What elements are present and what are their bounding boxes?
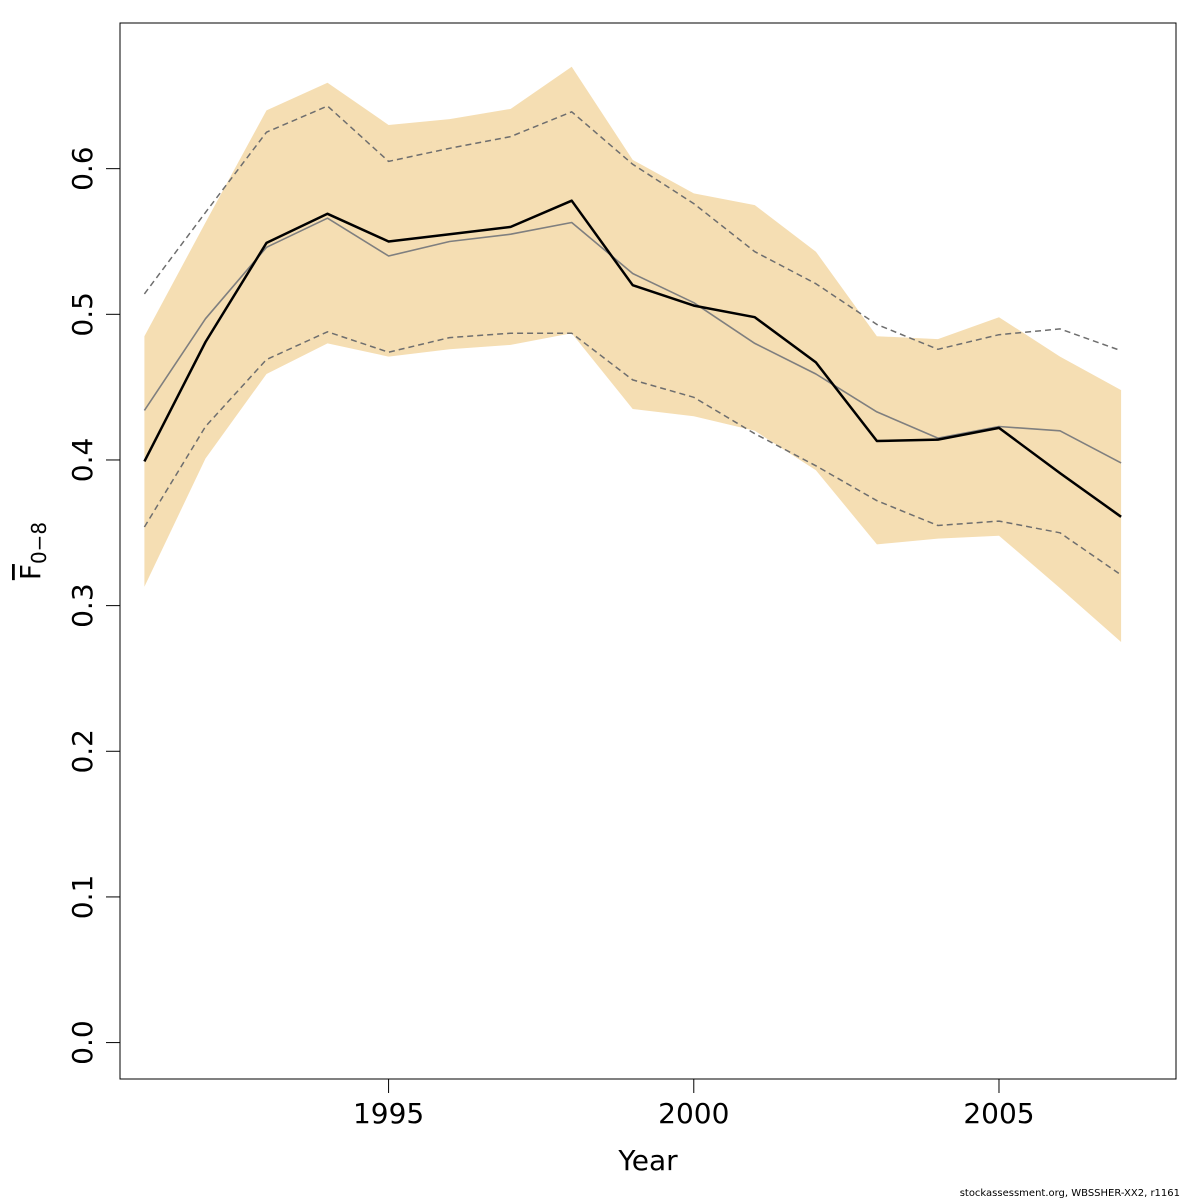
y-tick-label: 0.3 xyxy=(66,583,99,628)
x-tick-label: 2005 xyxy=(963,1097,1034,1130)
footer-credit: stockassessment.org, WBSSHER-XX2, r1161 xyxy=(960,1188,1180,1199)
confidence-band-layer xyxy=(144,66,1122,642)
x-tick-label: 1995 xyxy=(353,1097,424,1130)
y-axis: 0.0 0.1 0.2 0.3 0.4 0.5 0.6 xyxy=(66,146,121,1065)
x-axis: 1995 2000 2005 xyxy=(353,1078,1035,1130)
y-tick-label: 0.6 xyxy=(66,146,99,191)
series-line-dashed-upper xyxy=(143,105,1122,352)
series-line-estimate xyxy=(143,199,1122,518)
y-tick-label: 0.2 xyxy=(66,729,99,774)
svg-text:F0−8: F0−8 xyxy=(14,522,51,580)
series-line-dashed-lower xyxy=(143,331,1122,576)
series-line-grey xyxy=(143,217,1122,464)
y-tick-label: 0.0 xyxy=(66,1020,99,1065)
series-layer xyxy=(143,105,1122,576)
confidence-band xyxy=(144,66,1122,642)
y-tick-label: 0.5 xyxy=(66,292,99,337)
y-tick-label: 0.4 xyxy=(66,438,99,483)
y-axis-title-base: F xyxy=(14,564,47,580)
y-tick-label: 0.1 xyxy=(66,875,99,920)
x-tick-label: 2000 xyxy=(658,1097,729,1130)
x-axis-title: Year xyxy=(617,1144,678,1177)
y-axis-title: F0−8 xyxy=(14,522,51,580)
y-axis-title-subscript: 0−8 xyxy=(27,522,51,564)
